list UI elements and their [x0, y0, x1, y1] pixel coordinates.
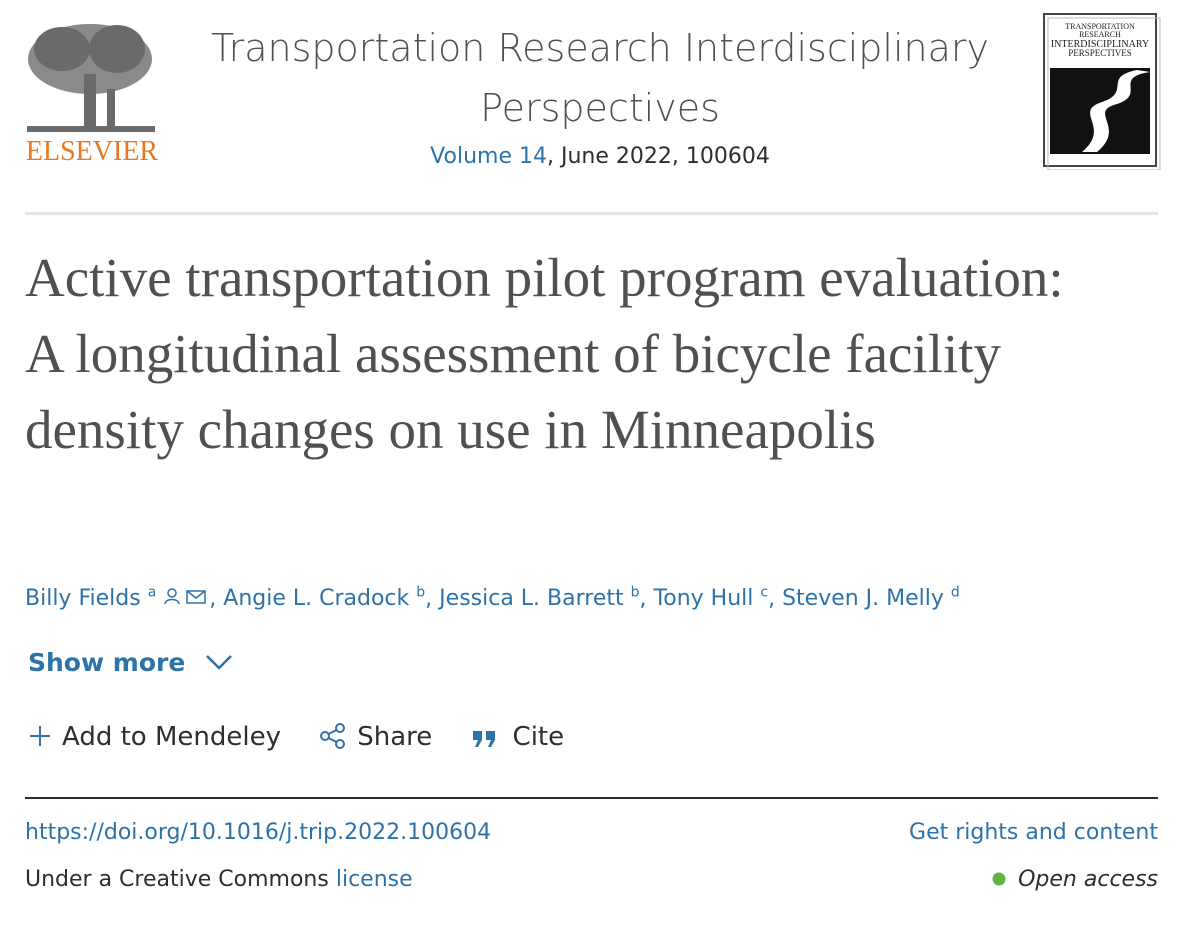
cover-road — [1082, 70, 1150, 152]
author[interactable]: Jessica L. Barrett b — [439, 585, 640, 612]
separator: , — [425, 586, 433, 612]
share-icon — [320, 723, 346, 749]
affiliation: c — [760, 585, 769, 601]
author-name: Tony Hull — [653, 586, 754, 612]
share-button[interactable]: Share — [319, 722, 432, 752]
license-text: Under a Creative Commons — [25, 867, 329, 892]
author[interactable]: Billy Fields a — [25, 585, 157, 612]
journal-cover[interactable]: TRANSPORTATION RESEARCH INTERDISCIPLINAR… — [1042, 12, 1162, 170]
open-access: Open access — [992, 867, 1158, 892]
divider — [25, 212, 1158, 215]
cover-text: RESEARCH — [1079, 30, 1121, 39]
plus-icon — [30, 726, 50, 746]
access-label: Open access — [1018, 867, 1158, 892]
cover-shadow — [1047, 17, 1161, 170]
separator: , — [639, 586, 647, 612]
elsevier-logo: ELSEVIER — [26, 24, 159, 164]
chevron-icon — [206, 655, 232, 670]
author-list: Billy Fields a , Angie L. Cradock b, Jes… — [25, 585, 960, 611]
doi-link[interactable]: https://doi.org/10.1016/j.trip.2022.1006… — [25, 820, 492, 845]
mendeley-button[interactable]: Add to Mendeley — [28, 722, 281, 752]
affiliation: b — [630, 585, 640, 601]
author-name: Steven J. Melly — [782, 586, 944, 612]
author-name: Jessica L. Barrett — [439, 586, 624, 612]
journal-title[interactable]: Transportation Research Interdisciplinar… — [180, 18, 1020, 138]
affiliation: b — [416, 585, 426, 601]
license-line: Under a Creative Commons license — [25, 867, 413, 892]
separator: , — [209, 586, 217, 612]
author-name: Billy Fields — [25, 586, 141, 612]
cite-label[interactable]: Cite — [512, 722, 565, 752]
affiliation: d — [950, 585, 960, 601]
cover-text: PERSPECTIVES — [1068, 48, 1132, 58]
journal-link[interactable]: Transportation Research Interdisciplinar… — [210, 26, 990, 130]
show-more-label[interactable]: Show more — [28, 648, 186, 677]
article-title: Active transportation pilot program eval… — [25, 247, 1064, 460]
action-bar: Add to Mendeley Share Cite — [28, 722, 594, 752]
rights-link[interactable]: Get rights and content — [909, 820, 1158, 845]
tree — [27, 24, 155, 132]
mendeley-label[interactable]: Add to Mendeley — [62, 722, 281, 752]
publisher: ELSEVIER — [26, 136, 159, 164]
share-label[interactable]: Share — [357, 722, 433, 752]
license-link[interactable]: license — [335, 867, 413, 892]
divider — [25, 797, 1158, 799]
cite-button[interactable]: Cite — [471, 722, 565, 752]
author-icons[interactable] — [163, 587, 209, 607]
author[interactable]: Steven J. Melly d — [782, 585, 960, 612]
author-name: Angie L. Cradock — [223, 586, 410, 612]
quote-icon — [472, 731, 495, 747]
author[interactable]: Angie L. Cradock b — [223, 585, 426, 612]
issue-info: , June 2022, 100604 — [546, 144, 770, 169]
show-more[interactable]: Show more — [28, 648, 234, 677]
separator: , — [768, 586, 776, 612]
cover-text: TRANSPORTATION — [1065, 22, 1135, 31]
affiliation: a — [147, 585, 157, 601]
access-dot — [992, 872, 1006, 886]
volume-link[interactable]: Volume 14 — [430, 144, 547, 169]
author[interactable]: Tony Hull c — [653, 585, 769, 612]
cover-text: INTERDISCIPLINARY — [1051, 39, 1149, 50]
volume-line: Volume 14, June 2022, 100604 — [180, 144, 1020, 169]
